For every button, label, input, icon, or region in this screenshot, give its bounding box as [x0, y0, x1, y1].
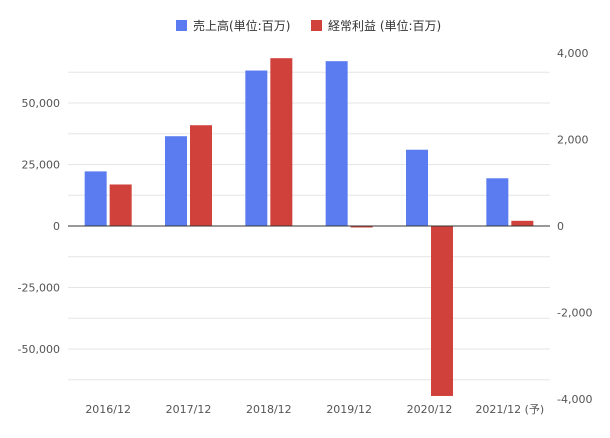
bar-ordinary-profit-3 — [350, 226, 373, 228]
bar-sales-1 — [165, 136, 187, 226]
x-axis-tick-label: 2020/12 — [407, 403, 453, 416]
legend-swatch-0 — [176, 20, 187, 31]
left-axis-tick-label: 25,000 — [22, 159, 61, 172]
right-axis-tick-label: 0 — [557, 220, 564, 233]
legend-swatch-1 — [311, 20, 322, 31]
legend-label-0: 売上高(単位:百万) — [193, 18, 290, 33]
bar-sales-4 — [406, 149, 428, 226]
left-axis-tick-label: 0 — [53, 220, 60, 233]
bar-ordinary-profit-2 — [270, 58, 293, 226]
bar-sales-3 — [325, 61, 348, 227]
bar-sales-5 — [486, 178, 509, 226]
x-axis-tick-label: 2018/12 — [246, 403, 292, 416]
right-axis-tick-label: -2,000 — [557, 307, 592, 320]
right-axis-tick-label: 4,000 — [557, 47, 589, 60]
bar-sales-2 — [245, 70, 268, 226]
left-axis-tick-label: -50,000 — [18, 343, 60, 356]
x-axis-tick-label: 2016/12 — [85, 403, 131, 416]
legend-label-1: 経常利益 (単位:百万) — [328, 18, 441, 33]
right-axis-tick-label: 2,000 — [557, 134, 589, 147]
left-axis-tick-label: -25,000 — [18, 282, 60, 295]
bar-ordinary-profit-4 — [431, 226, 453, 396]
bar-sales-0 — [84, 171, 107, 226]
x-axis-tick-label: 2019/12 — [326, 403, 372, 416]
x-axis-tick-label: 2017/12 — [166, 403, 212, 416]
bar-ordinary-profit-5 — [511, 220, 534, 226]
bar-ordinary-profit-1 — [190, 125, 212, 226]
x-axis-tick-label: 2021/12 (予) — [475, 403, 544, 416]
bar-ordinary-profit-0 — [109, 184, 132, 226]
left-axis-tick-label: 50,000 — [22, 97, 61, 110]
right-axis-tick-label: -4,000 — [557, 393, 592, 406]
